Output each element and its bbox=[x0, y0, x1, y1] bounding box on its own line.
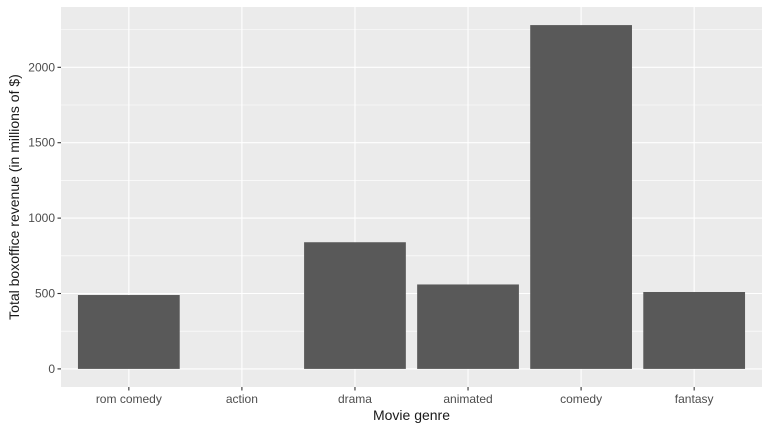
x-tick-label: action bbox=[226, 392, 258, 406]
x-tick-label: drama bbox=[338, 392, 372, 406]
y-tick-label: 2000 bbox=[28, 60, 55, 74]
y-axis-title: Total boxoffice revenue (in millions of … bbox=[6, 74, 22, 320]
y-tick-label: 500 bbox=[35, 287, 55, 301]
x-axis-title: Movie genre bbox=[373, 407, 450, 423]
x-tick-label: rom comedy bbox=[96, 392, 162, 406]
bar-rom-comedy bbox=[77, 295, 180, 369]
y-tick-label: 1000 bbox=[28, 211, 55, 225]
x-tick-label: animated bbox=[443, 392, 492, 406]
bar-fantasy bbox=[643, 292, 746, 369]
y-tick-label: 0 bbox=[48, 362, 55, 376]
y-tick-label: 1500 bbox=[28, 136, 55, 150]
x-tick-label: comedy bbox=[560, 392, 602, 406]
x-tick-label: fantasy bbox=[675, 392, 714, 406]
bar-comedy bbox=[530, 25, 632, 369]
x-axis: rom comedy action drama animated comedy fanta… bbox=[96, 387, 714, 406]
y-axis: 0 500 1000 1500 2000 bbox=[28, 60, 61, 376]
bars bbox=[77, 25, 746, 369]
bar-animated bbox=[417, 284, 519, 369]
bar-drama bbox=[304, 242, 406, 369]
